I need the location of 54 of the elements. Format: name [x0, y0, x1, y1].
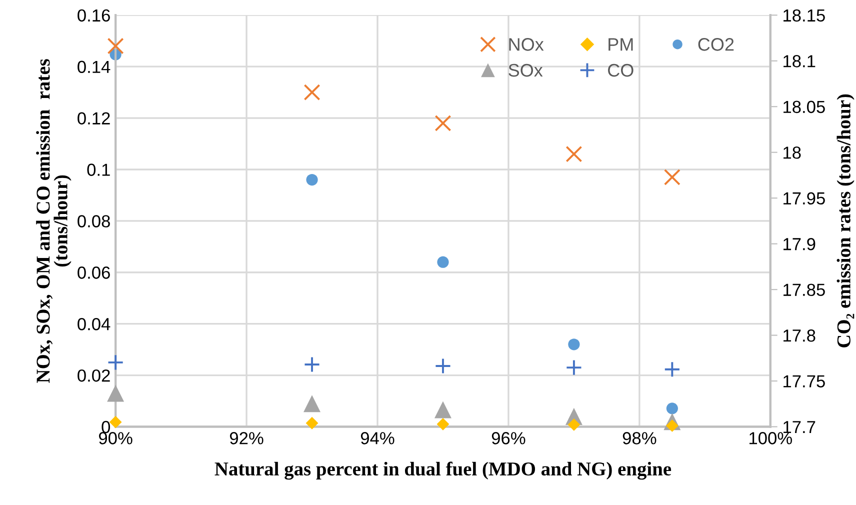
point: [436, 418, 450, 430]
point: [568, 338, 580, 350]
x-tick-label: 96%: [492, 432, 526, 444]
y2-tick-label: 18.1: [784, 55, 816, 68]
point: [666, 402, 678, 414]
point: [434, 358, 452, 374]
point: [664, 168, 680, 186]
legend-label: NOx: [509, 38, 544, 51]
y2-tick-label: 17.85: [784, 284, 825, 296]
y-tick-label: 0.04: [78, 318, 110, 330]
y2-tick-label: 17.8: [784, 329, 816, 342]
y2-tick-label: 17.7: [784, 421, 816, 434]
y-tick-label: 0.16: [78, 9, 110, 22]
point: [568, 418, 580, 431]
y2-tick-label: 17.95: [784, 192, 825, 205]
point: [107, 354, 124, 371]
y-tick-label: 0.08: [78, 215, 110, 228]
point: [109, 416, 122, 428]
x-axis-title: Natural gas percent in dual fuel (MDO and NG) engine: [214, 462, 672, 480]
y-tick-label: 0.1: [87, 164, 110, 176]
legend-label: PM: [608, 38, 633, 51]
point: [664, 361, 680, 378]
point: [304, 356, 320, 373]
x-tick-label: 100%: [750, 432, 792, 444]
legend-label: SOx: [508, 64, 543, 77]
y2-tick-label: 18: [784, 146, 801, 159]
y-tick-label: 0.02: [78, 369, 110, 382]
x-tick-label: 90%: [99, 432, 132, 444]
legend-label: CO2: [698, 38, 734, 51]
point: [437, 256, 449, 268]
x-tick-label: 94%: [360, 432, 394, 444]
legend-label: CO: [608, 64, 634, 77]
x-tick-label: 98%: [622, 432, 656, 444]
point: [304, 84, 320, 101]
point: [306, 416, 318, 430]
y2-axis-title: CO₂ emission rates (tons/hour): [836, 94, 854, 348]
y-tick-label: 0.12: [78, 112, 110, 125]
y2-tick-label: 17.75: [784, 375, 825, 388]
y-tick-label: 0: [102, 420, 110, 434]
point: [107, 38, 124, 54]
y2-tick-label: 17.9: [784, 238, 816, 250]
point: [434, 114, 452, 132]
y-tick-label: 0.06: [78, 266, 110, 279]
point: [306, 174, 318, 186]
y2-tick-label: 18.15: [784, 9, 825, 22]
point: [566, 146, 582, 162]
point: [566, 359, 582, 376]
point: [434, 401, 452, 418]
point: [304, 395, 321, 412]
y2-tick-label: 18.05: [784, 100, 825, 114]
x-tick-label: 92%: [230, 432, 264, 444]
y-axis-title: NOx, SOx, OM and CO emission rates (tons/hour): [36, 59, 72, 383]
y-tick-label: 0.14: [78, 60, 110, 74]
point: [107, 384, 124, 402]
